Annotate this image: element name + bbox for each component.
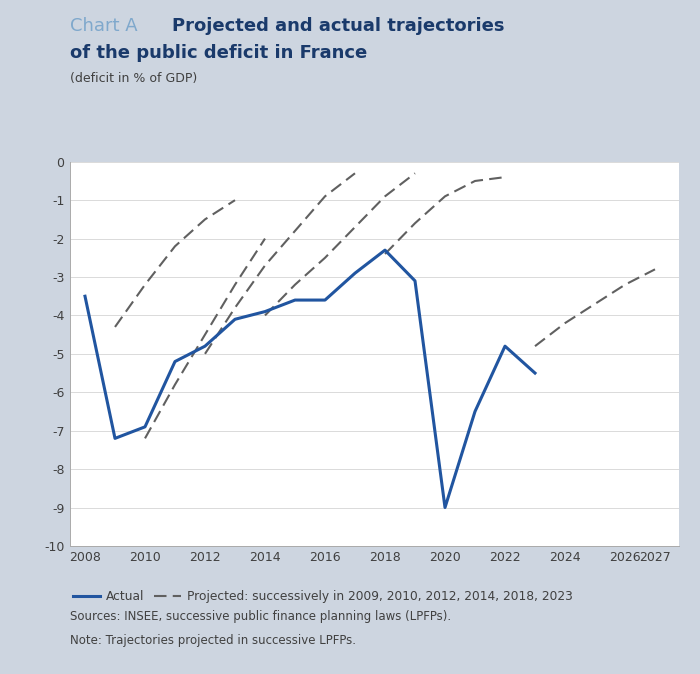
Text: Sources: INSEE, successive public finance planning laws (LPFPs).: Sources: INSEE, successive public financ… — [70, 610, 451, 623]
Text: Note: Trajectories projected in successive LPFPs.: Note: Trajectories projected in successi… — [70, 634, 356, 646]
Text: Chart A: Chart A — [70, 17, 138, 35]
Text: (deficit in % of GDP): (deficit in % of GDP) — [70, 72, 197, 85]
Legend: Actual, Projected: successively in 2009, 2010, 2012, 2014, 2018, 2023: Actual, Projected: successively in 2009,… — [73, 590, 573, 603]
Text: Projected and actual trajectories: Projected and actual trajectories — [172, 17, 504, 35]
Text: of the public deficit in France: of the public deficit in France — [70, 44, 368, 62]
